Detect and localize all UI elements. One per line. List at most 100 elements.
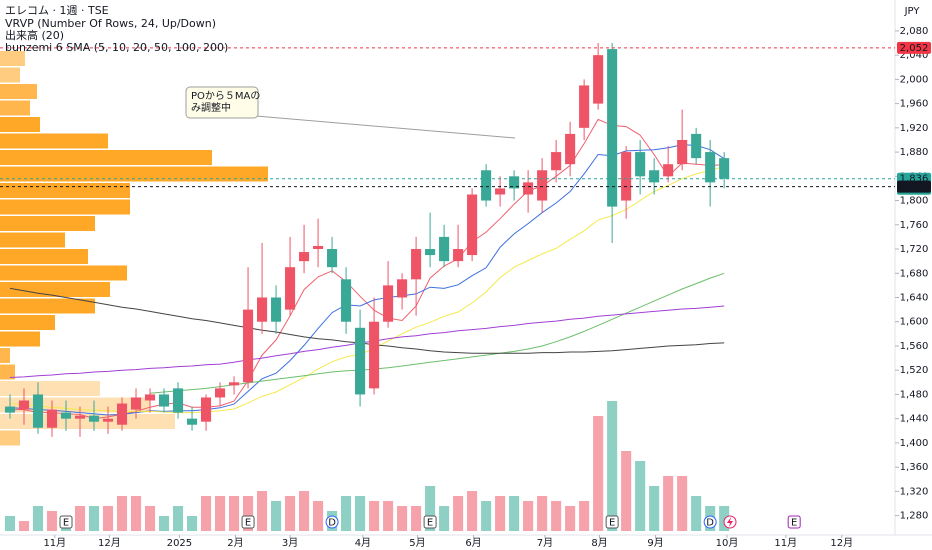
candle-body	[621, 152, 632, 201]
event-icon-glyph	[727, 517, 733, 527]
price-label-box	[897, 41, 931, 54]
x-tick-label: 9月	[647, 537, 663, 549]
y-tick-label: 1,640	[900, 292, 929, 303]
currency-label: JPY	[904, 6, 921, 17]
volume-bar	[537, 496, 548, 531]
volume-bar	[663, 476, 674, 531]
volume-bar	[102, 506, 114, 531]
candle-body	[116, 403, 128, 425]
volume-bar	[271, 501, 282, 531]
candle-body	[425, 249, 436, 256]
y-tick-label: 1,440	[900, 414, 929, 425]
volume-bar	[144, 506, 156, 531]
volume-bar	[243, 496, 254, 531]
x-tick-label: 5月	[409, 537, 425, 549]
volume-bar	[551, 501, 562, 531]
volume-bar	[88, 506, 100, 531]
profile-row	[0, 100, 30, 116]
volume-bar	[383, 501, 394, 531]
x-tick-label: 11月	[774, 537, 797, 549]
x-tick-label: 6月	[465, 537, 481, 549]
y-tick-label: 2,000	[900, 74, 929, 85]
candle-body	[341, 279, 352, 322]
y-tick-label: 2,080	[900, 26, 929, 37]
profile-row	[0, 364, 15, 380]
volume-profile	[0, 51, 268, 446]
moving-average-line	[9, 144, 725, 416]
moving-average-line	[9, 166, 725, 414]
profile-row	[0, 133, 108, 149]
candle-body	[201, 397, 212, 422]
volume-bar	[74, 506, 86, 531]
candle-body	[607, 49, 618, 207]
candle-body	[313, 245, 324, 250]
candle-body	[229, 382, 240, 386]
profile-row	[0, 199, 130, 215]
candle-body	[565, 133, 576, 165]
price-label: 1,823	[900, 182, 929, 193]
axes: 2,0802,0402,0001,9601,9201,8801,8401,800…	[0, 26, 931, 549]
annotation-text: み調整中	[191, 101, 231, 114]
volume-bar	[635, 461, 646, 531]
candle-body	[32, 394, 44, 428]
annotation-box	[185, 86, 259, 119]
candle-body	[215, 388, 226, 398]
volume-bar	[607, 401, 618, 531]
candle-body	[186, 418, 198, 425]
x-tick-label: 8月	[591, 537, 607, 549]
volume-bar	[229, 496, 240, 531]
x-tick-label: 10月	[716, 537, 739, 549]
volume-bar	[158, 516, 170, 531]
profile-row	[0, 51, 25, 66]
volume-bar	[313, 501, 324, 531]
candle-body	[355, 327, 366, 395]
moving-average-line	[149, 272, 725, 394]
profile-row	[0, 150, 212, 165]
volume-pane	[4, 401, 730, 531]
event-label: E	[427, 518, 433, 529]
volume-bar	[130, 496, 142, 531]
profile-row	[0, 67, 20, 83]
candle-body	[144, 394, 156, 401]
x-tick-label: 11月	[43, 537, 66, 549]
profile-row	[0, 183, 130, 198]
candle-body	[467, 194, 478, 256]
profile-row	[0, 381, 100, 396]
y-tick-label: 1,760	[900, 220, 929, 231]
indicator-label: VRVP (Number Of Rows, 24, Up/Down)	[5, 17, 216, 30]
volume-bar	[201, 496, 212, 531]
candle-body	[705, 152, 716, 183]
candle-body	[299, 252, 310, 262]
volume-bar	[425, 486, 436, 531]
candle-body	[635, 152, 646, 177]
volume-bar	[481, 501, 492, 531]
event-marker	[703, 515, 717, 529]
y-tick-label: 1,720	[900, 244, 929, 255]
moving-averages	[9, 118, 725, 420]
indicator-label: bunzemi 6 SMA (5, 10, 20, 50, 100, 200)	[5, 41, 228, 54]
candle-body	[481, 170, 492, 201]
x-tick-label: 4月	[355, 537, 371, 549]
y-tick-label: 1,480	[900, 389, 929, 400]
profile-row	[0, 331, 40, 347]
y-tick-label: 1,920	[900, 123, 929, 134]
volume-bar	[621, 451, 632, 531]
candle-body	[46, 409, 58, 428]
volume-bar	[285, 496, 296, 531]
profile-row	[0, 249, 88, 264]
candle-body	[677, 139, 688, 165]
volume-bar	[677, 476, 688, 531]
volume-bar	[453, 496, 464, 531]
chart-title: エレコム · 1週 · TSE	[5, 4, 109, 17]
candle-body	[579, 85, 590, 128]
volume-bar	[397, 506, 408, 531]
candle-body	[439, 236, 450, 262]
price-label: 1,836	[900, 174, 929, 185]
candle-body	[397, 279, 408, 298]
candle-body	[523, 182, 534, 195]
profile-row	[0, 166, 268, 182]
candle-body	[327, 249, 338, 268]
x-tick-label: 12月	[830, 537, 853, 549]
volume-bar	[593, 416, 604, 531]
volume-bar	[172, 506, 184, 531]
